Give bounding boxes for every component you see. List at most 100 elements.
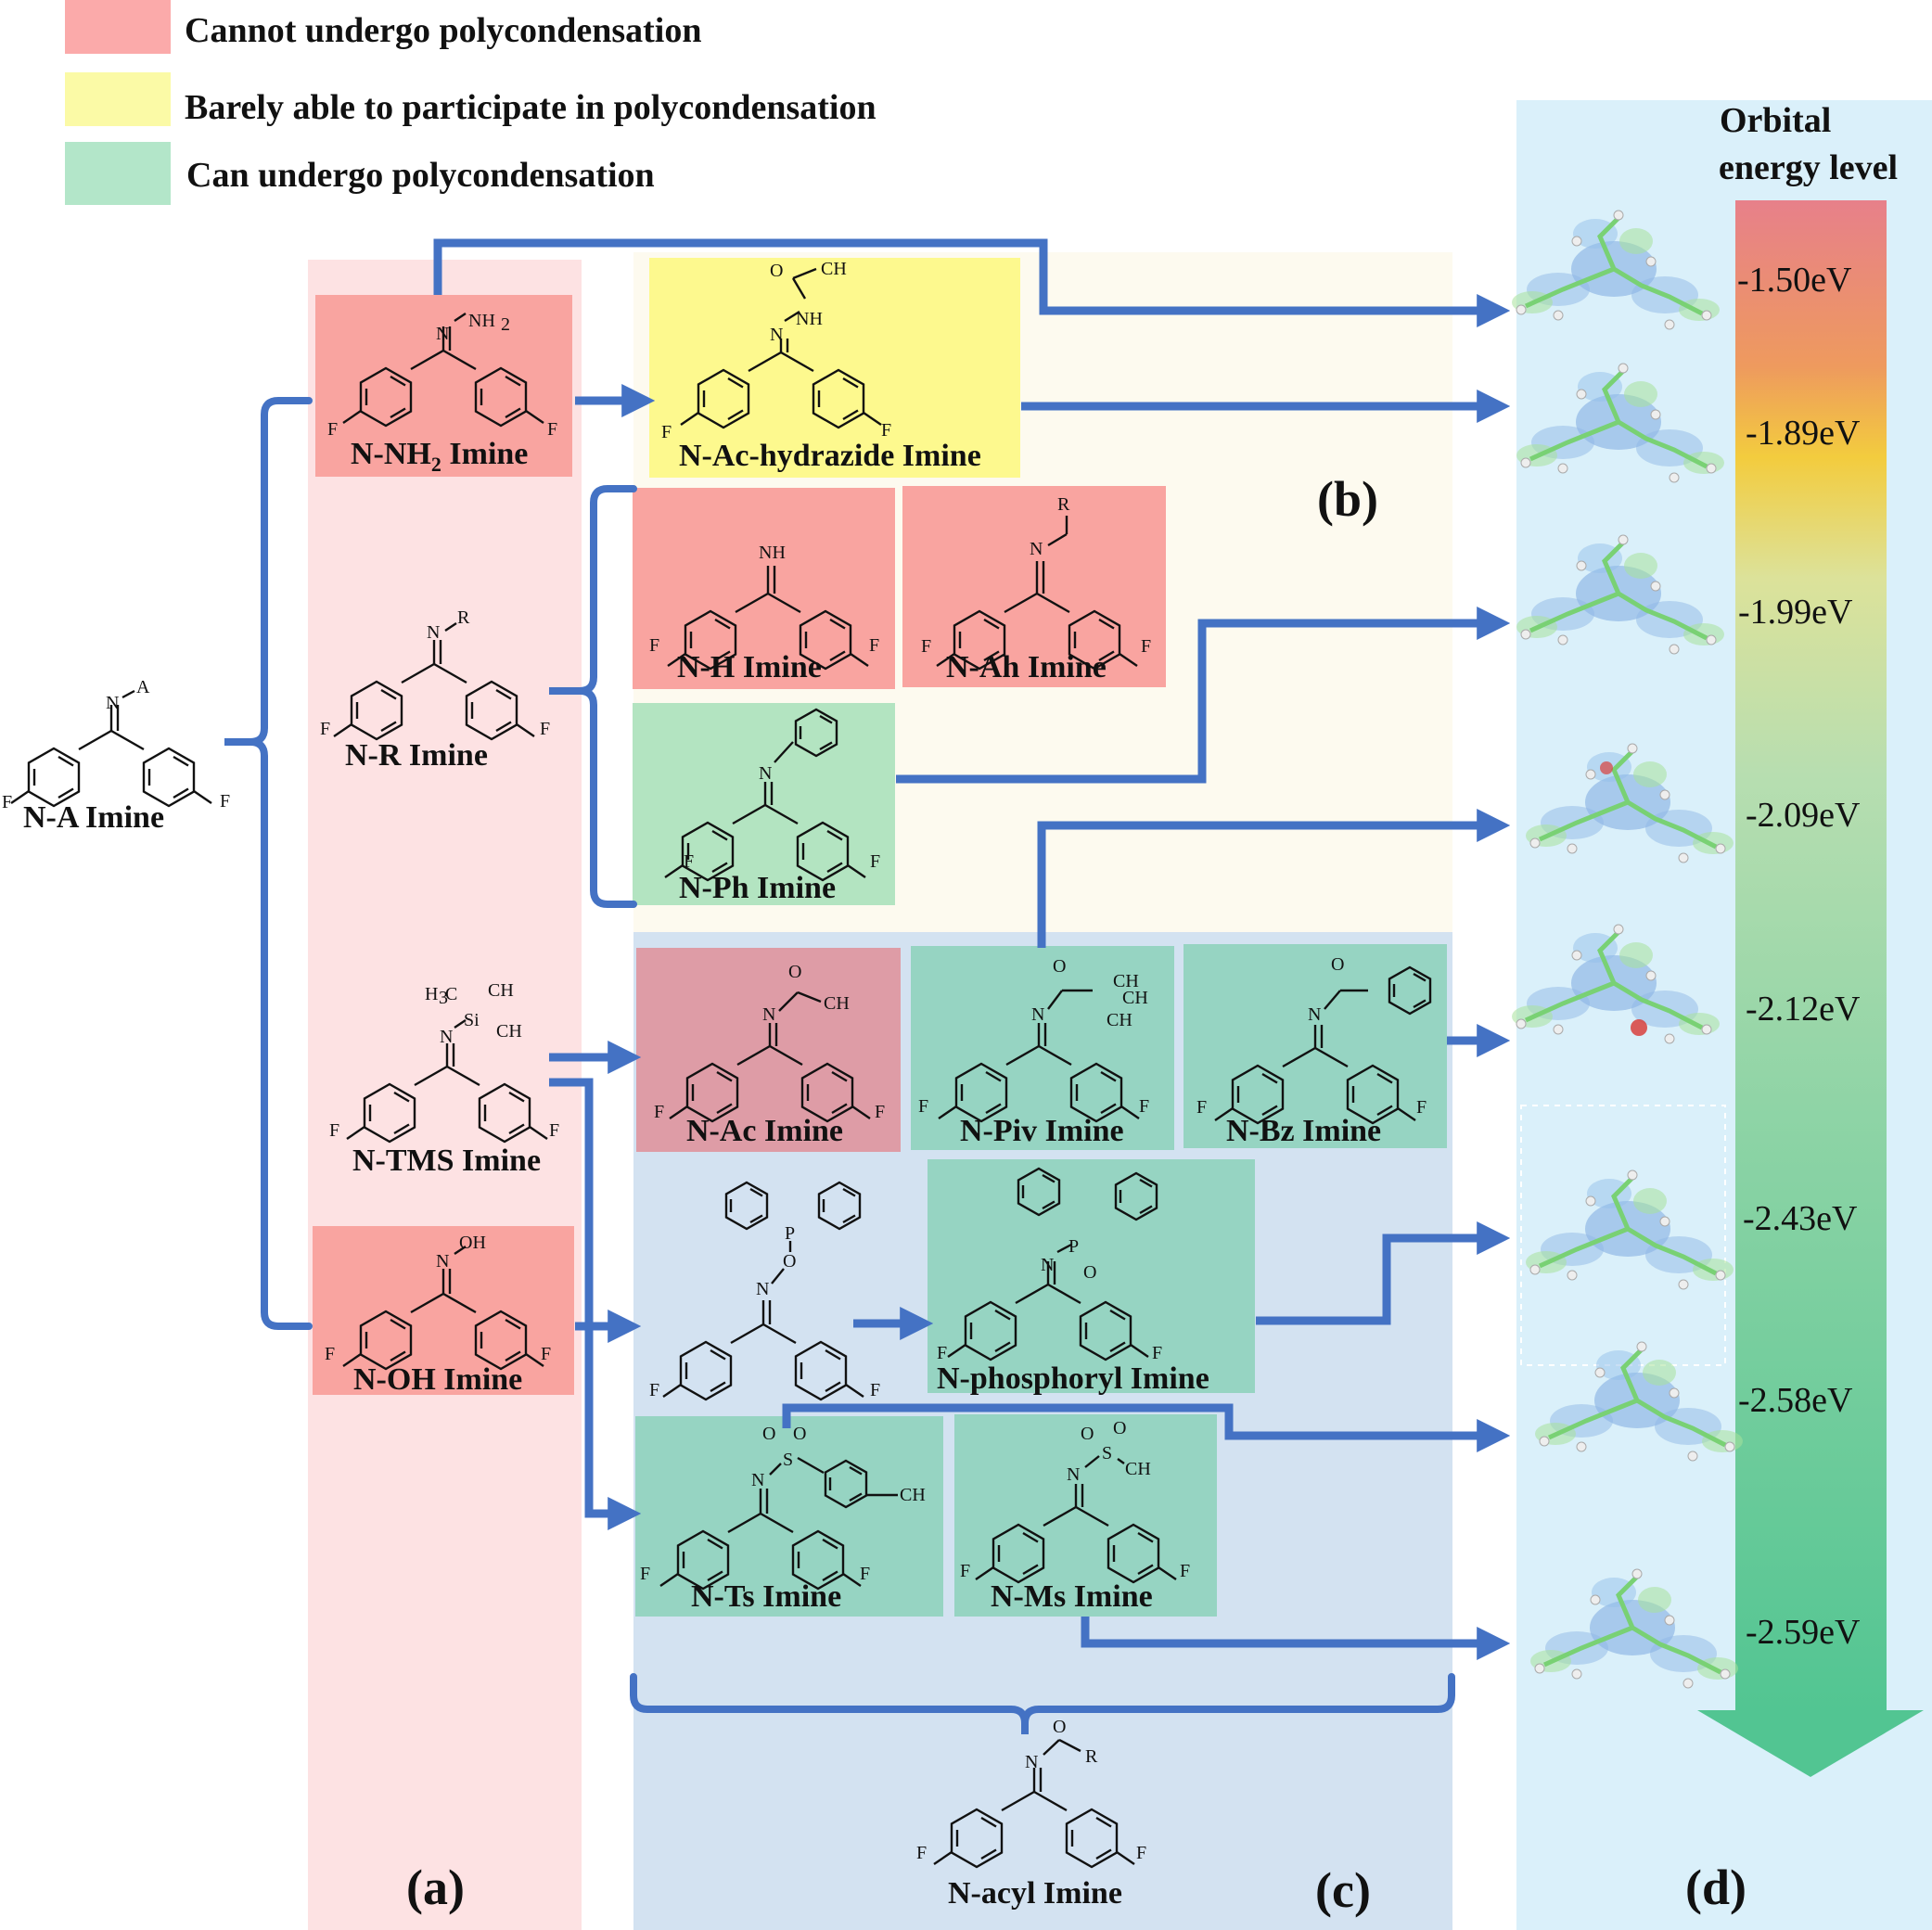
atom-f: F [547,419,557,440]
atom-o: O [788,962,801,982]
energy-level-2: -1.89eV [1746,414,1861,453]
structure-nms: N S O O CH F F [960,1418,1190,1582]
label-nms-imine: N-Ms Imine [991,1579,1153,1614]
atom-r: R [457,607,470,628]
bracket-nacyl [630,1673,1455,1734]
atom-ch3: CH [824,993,850,1014]
legend-label-can: Can undergo polycondensation [186,156,655,195]
atom-p: P [1068,1236,1079,1257]
structure-nh: NH F F [649,543,879,669]
atom-o: O [793,1424,806,1444]
atom-f: F [1416,1097,1427,1118]
atom-nh: NH [759,543,786,563]
atom-f: F [1152,1343,1162,1363]
structure-nbz: N O F F [1196,954,1432,1123]
atom-f: F [549,1120,559,1141]
energy-level-7: -2.58eV [1738,1381,1853,1420]
energy-arrow-head [1697,1710,1924,1777]
atom-f: F [860,1564,870,1584]
atom-ch3: CH [1122,988,1148,1008]
atom-f: F [1196,1097,1207,1118]
atom-n: N [751,1470,764,1490]
arrow-npiv-to-orbital [1037,809,1511,948]
energy-level-8: -2.59eV [1746,1613,1861,1652]
structure-na: N A F F [2,677,230,812]
label-nbz-imine: N-Bz Imine [1226,1114,1381,1148]
atom-n: N [762,1004,775,1025]
legend: Cannot undergo polycondensation Barely a… [65,0,876,205]
atom-f: F [921,636,931,657]
label-nacyl-imine: N-acyl Imine [948,1876,1122,1911]
atom-n: N [756,1279,769,1299]
label-npiv-imine: N-Piv Imine [960,1114,1124,1148]
atom-f: F [220,791,230,812]
atom-o: O [1083,1262,1096,1283]
structure-nts: N S O O CH F F [640,1424,926,1589]
atom-f: F [320,719,330,739]
legend-swatch-red [65,0,171,54]
atom-oh: OH [459,1233,486,1253]
atom-nh: NH [796,309,823,329]
atom-n: N [436,1251,449,1272]
atom-n: N [440,1027,453,1047]
label-na-imine: N-A Imine [23,800,164,835]
label-ntms-imine: N-TMS Imine [352,1144,541,1178]
label-nh2-pre: N-NH [351,437,431,471]
atom-f: F [1141,636,1151,657]
energy-dashed-region [1520,1105,1726,1366]
energy-level-5: -2.12eV [1746,990,1861,1029]
panel-label-a: (a) [406,1860,465,1915]
atom-c: C [445,984,457,1004]
arrow-nh2-to-orbital [433,238,1511,327]
connectors [224,238,1511,1734]
label-nac-imine: N-Ac Imine [686,1114,843,1148]
energy-level-6: -2.43eV [1743,1199,1858,1238]
atom-n: N [436,324,449,344]
energy-level-3: -1.99eV [1738,593,1853,632]
energy-level-4: -2.09eV [1746,796,1861,835]
structure-nph: N F F [665,708,880,880]
box-nac-imine[interactable] [636,948,901,1152]
structure-npiv: N O CH CH CH F F [918,956,1149,1121]
atom-sub: 2 [501,314,510,335]
atom-r: R [1057,494,1070,515]
box-nah-imine[interactable] [902,486,1166,687]
box-nms-imine[interactable] [954,1414,1217,1617]
atom-f: F [875,1102,885,1122]
atom-f: F [937,1343,947,1363]
atom-n: N [1041,1255,1054,1275]
box-nts-imine[interactable] [635,1416,943,1617]
atom-ch3: CH [1113,971,1139,991]
atom-f: F [540,719,550,739]
panel-label-c: (c) [1315,1862,1371,1918]
atom-n: N [106,693,119,713]
atom-f: F [654,1102,664,1122]
arrow-ntms-to-nts [549,1078,642,1530]
atom-f: F [870,1380,880,1400]
atom-ch3: CH [1107,1010,1132,1030]
atom-o: O [770,261,783,281]
box-ac-hydrazide-imine[interactable] [649,258,1020,478]
label-nts-imine: N-Ts Imine [691,1579,841,1614]
label-nh2-post: Imine [441,437,529,471]
atom-a: A [136,677,150,697]
atom-f: F [327,419,338,440]
label-nr-imine: N-R Imine [345,738,488,773]
box-nh2-imine[interactable] [315,295,572,477]
atom-f: F [916,1843,927,1863]
box-nph-imine[interactable] [633,703,895,905]
atom-f: F [640,1564,650,1584]
box-noh-imine[interactable] [313,1226,574,1395]
legend-label-barely: Barely able to participate in polyconden… [185,88,876,127]
label-nh2-sub: 2 [431,453,441,476]
structure-nr: N R F F [320,607,550,739]
atom-f: F [649,1380,659,1400]
arrow-nts-to-orbital [782,1403,1511,1452]
atom-ch3: CH [1125,1459,1151,1479]
label-noh-imine: N-OH Imine [353,1362,522,1397]
label-nh-imine: N-H Imine [677,650,822,684]
atom-f: F [325,1344,335,1364]
atom-o: O [1053,956,1066,977]
panel-label-d: (d) [1685,1860,1746,1915]
